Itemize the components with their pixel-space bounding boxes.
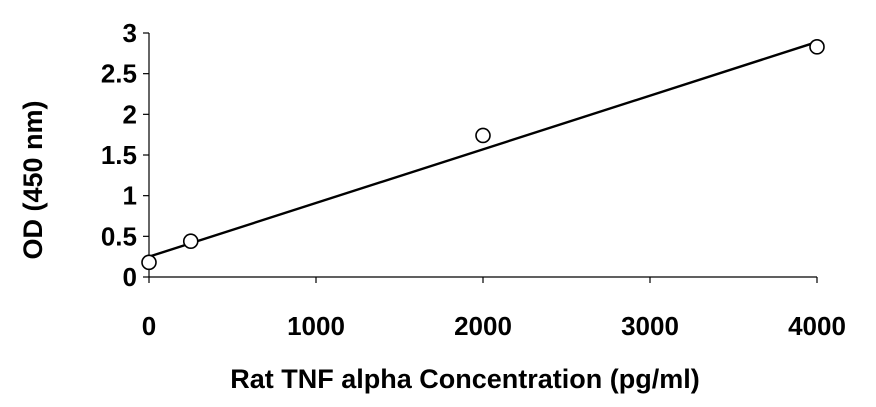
- x-axis-title: Rat TNF alpha Concentration (pg/ml): [230, 364, 700, 394]
- y-tick-label: 2.5: [101, 59, 137, 89]
- y-tick-label: 0: [123, 262, 137, 292]
- data-point: [475, 127, 491, 144]
- x-tick-label: 0: [142, 311, 156, 341]
- linear-trendline: [148, 40, 818, 258]
- data-points: [141, 39, 825, 271]
- y-tick-label: 1.5: [101, 140, 137, 170]
- y-tick-label: 2: [123, 99, 137, 129]
- y-axis-ticks: 0 0.5 1 1.5 2 2.5 3: [101, 18, 149, 292]
- data-point: [809, 39, 825, 55]
- y-tick-label: 3: [123, 18, 137, 48]
- x-tick-label: 2000: [454, 311, 512, 341]
- y-tick-label: 0.5: [101, 221, 137, 251]
- y-tick-label: 1: [123, 181, 137, 211]
- x-tick-label: 4000: [788, 311, 846, 341]
- y-axis-title: OD (450 nm): [18, 100, 48, 259]
- x-tick-label: 3000: [621, 311, 679, 341]
- x-tick-label: 1000: [287, 311, 345, 341]
- data-point: [182, 233, 199, 250]
- x-axis-ticks: 0 1000 2000 3000 4000: [142, 277, 846, 341]
- data-point: [141, 254, 157, 271]
